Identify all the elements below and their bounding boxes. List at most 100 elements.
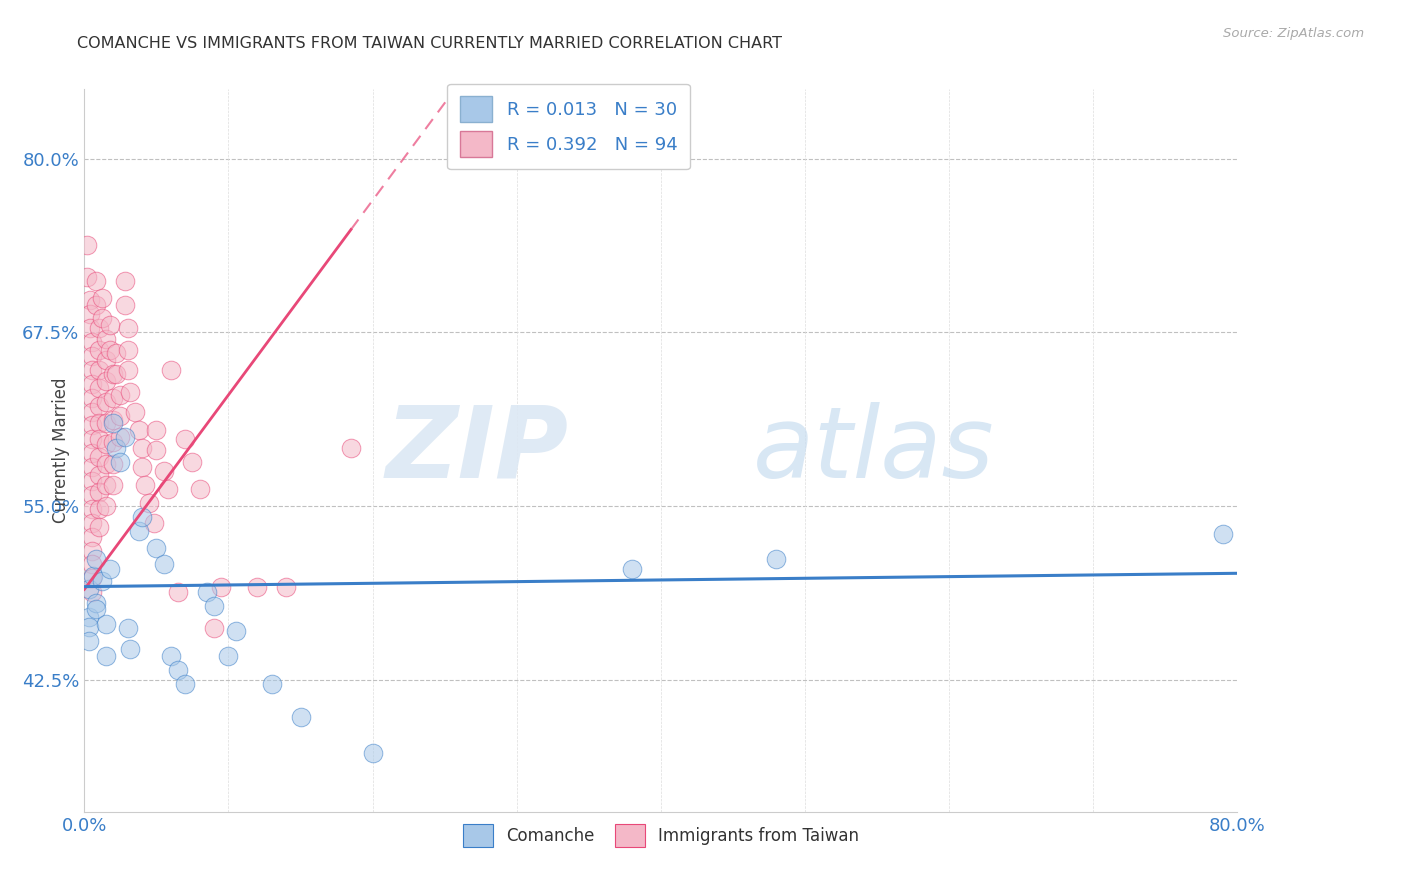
Point [90, 291, 112, 305]
Point [80, 488, 103, 502]
Point [167, 663, 190, 677]
Point [94, 394, 117, 409]
Point [80, 363, 103, 377]
Point [80, 474, 103, 488]
Point [110, 388, 132, 402]
Point [103, 478, 124, 492]
Point [105, 346, 128, 360]
Point [103, 413, 124, 427]
Point [80, 349, 103, 363]
Point [98, 561, 121, 575]
Point [80, 446, 103, 460]
Text: ZIP: ZIP [385, 402, 568, 499]
Point [103, 435, 124, 450]
Point [103, 367, 124, 381]
Point [110, 429, 132, 443]
Legend: Comanche, Immigrants from Taiwan: Comanche, Immigrants from Taiwan [456, 817, 866, 854]
Point [82, 568, 104, 582]
Point [87, 501, 110, 516]
Point [134, 478, 156, 492]
Point [87, 381, 110, 395]
Point [84, 596, 107, 610]
Point [260, 677, 283, 691]
Point [340, 441, 363, 455]
Point [117, 363, 139, 377]
Point [152, 464, 174, 478]
Point [142, 516, 165, 530]
Point [131, 510, 153, 524]
Point [84, 602, 107, 616]
Point [84, 274, 107, 288]
Point [765, 551, 787, 566]
Point [188, 483, 211, 497]
Point [84, 551, 107, 566]
Point [117, 321, 139, 335]
Point [80, 391, 103, 405]
Point [156, 483, 179, 497]
Point [84, 297, 107, 311]
Point [110, 409, 132, 423]
Point [128, 423, 150, 437]
Point [87, 468, 110, 483]
Point [87, 485, 110, 500]
Point [87, 416, 110, 430]
Point [202, 621, 225, 635]
Point [77, 610, 100, 624]
Point [105, 441, 128, 455]
Point [209, 580, 232, 594]
Point [361, 747, 384, 761]
Point [80, 376, 103, 391]
Point [87, 343, 110, 358]
Point [103, 416, 124, 430]
Point [103, 391, 124, 405]
Point [120, 385, 142, 400]
Point [80, 433, 103, 447]
Point [80, 558, 103, 572]
Point [80, 543, 103, 558]
Point [225, 624, 247, 639]
Point [90, 574, 112, 588]
Point [94, 436, 117, 450]
Point [80, 404, 103, 418]
Point [124, 404, 146, 418]
Point [94, 332, 117, 346]
Point [94, 353, 117, 368]
Point [94, 374, 117, 388]
Text: Source: ZipAtlas.com: Source: ZipAtlas.com [1223, 27, 1364, 40]
Point [276, 580, 298, 594]
Point [174, 433, 197, 447]
Point [80, 501, 103, 516]
Point [87, 363, 110, 377]
Point [87, 520, 110, 534]
Point [152, 558, 174, 572]
Point [87, 399, 110, 413]
Point [90, 311, 112, 326]
Point [114, 429, 136, 443]
Point [145, 423, 167, 437]
Point [195, 585, 218, 599]
Point [117, 621, 139, 635]
Point [218, 649, 240, 664]
Point [94, 458, 117, 472]
Point [246, 580, 269, 594]
Point [79, 321, 101, 335]
Point [138, 496, 160, 510]
Point [181, 454, 204, 468]
Point [160, 649, 183, 664]
Point [94, 617, 117, 632]
Point [105, 367, 128, 381]
Point [174, 677, 197, 691]
Point [103, 458, 124, 472]
Point [87, 450, 110, 465]
Text: COMANCHE VS IMMIGRANTS FROM TAIWAN CURRENTLY MARRIED CORRELATION CHART: COMANCHE VS IMMIGRANTS FROM TAIWAN CURRE… [77, 36, 782, 51]
Point [76, 237, 98, 252]
Point [621, 561, 644, 575]
Point [98, 343, 121, 358]
Point [131, 460, 153, 475]
Point [131, 441, 153, 455]
Point [94, 649, 117, 664]
Point [145, 541, 167, 555]
Point [1212, 526, 1234, 541]
Point [94, 499, 117, 513]
Point [98, 318, 121, 333]
